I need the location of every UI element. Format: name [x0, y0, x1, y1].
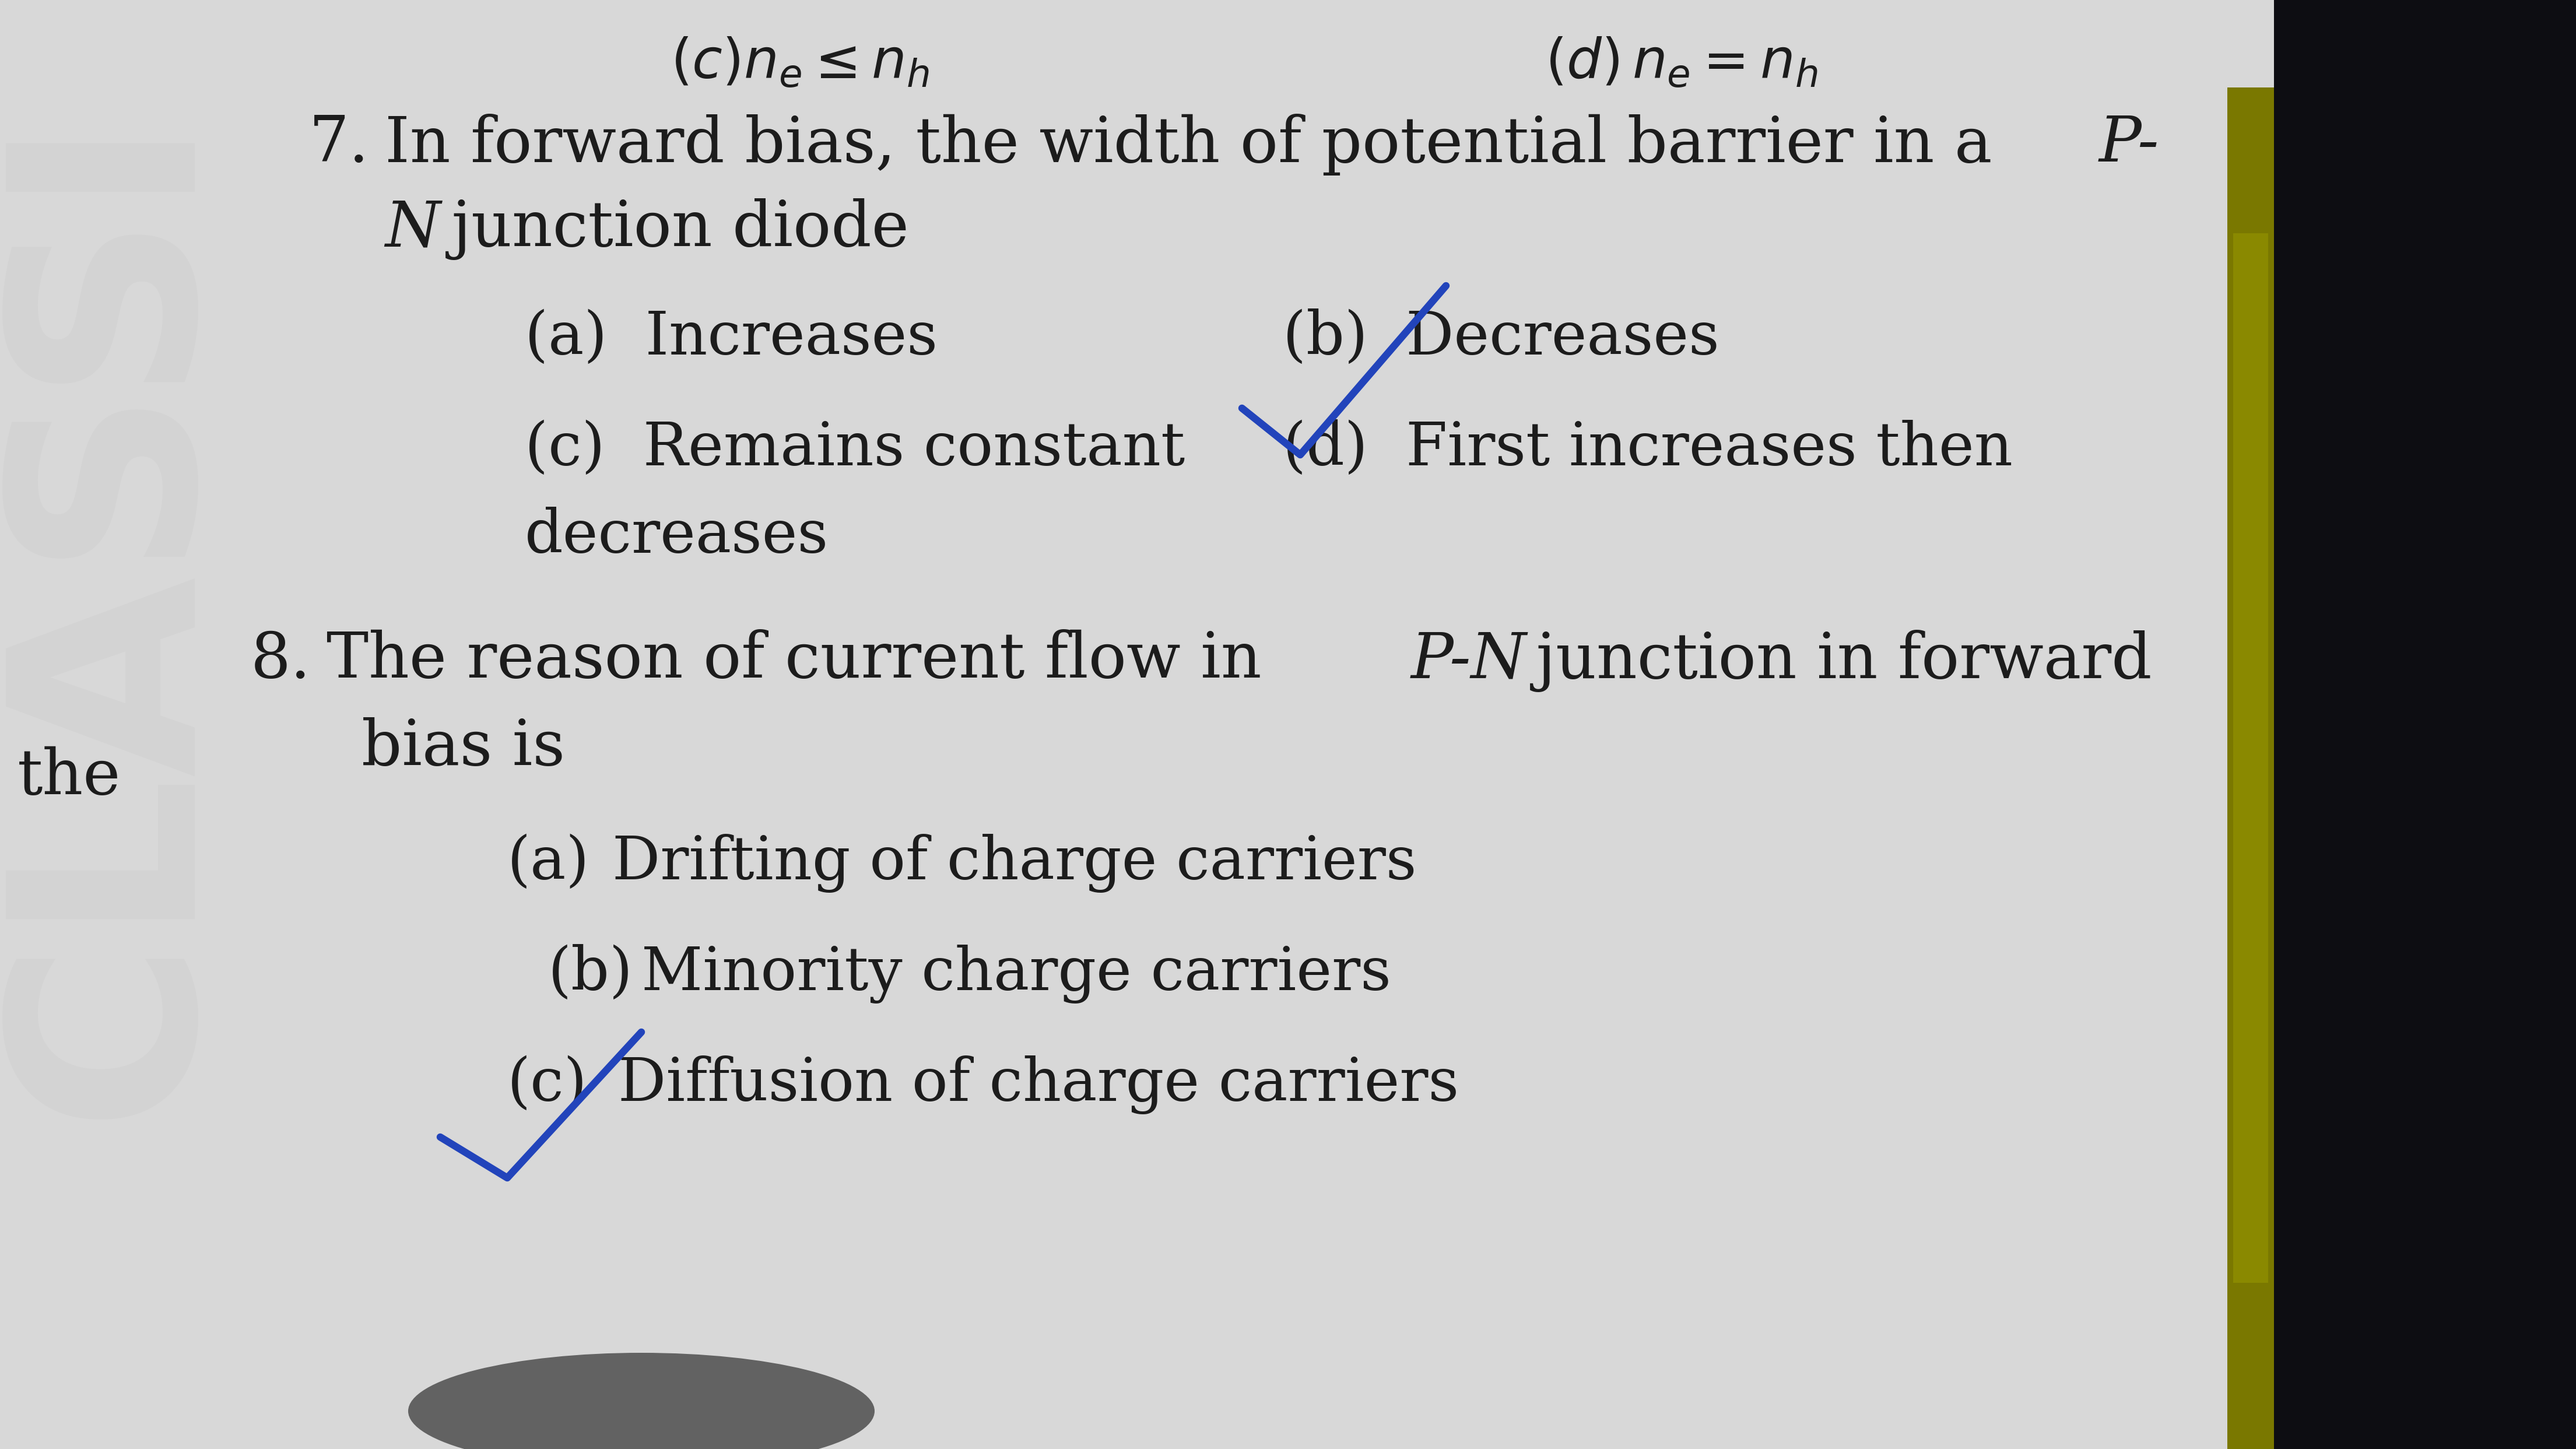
Text: (a)  Increases: (a) Increases: [526, 309, 938, 367]
Text: CLASSI: CLASSI: [0, 106, 237, 1119]
Text: Diffusion of charge carriers: Diffusion of charge carriers: [618, 1055, 1458, 1114]
Text: (b)  Decreases: (b) Decreases: [1283, 309, 1718, 367]
Text: 8.: 8.: [250, 630, 312, 691]
Text: (d)  First increases then: (d) First increases then: [1283, 420, 2012, 478]
Text: P-: P-: [2099, 113, 2159, 175]
Text: Drifting of charge carriers: Drifting of charge carriers: [613, 833, 1417, 893]
Text: (a): (a): [507, 833, 590, 891]
Text: In forward bias, the width of potential barrier in a: In forward bias, the width of potential …: [384, 113, 2012, 175]
Text: bias is: bias is: [361, 717, 564, 778]
Text: The reason of current flow in: The reason of current flow in: [327, 630, 1283, 691]
Text: N: N: [384, 199, 440, 259]
Text: $(d)\,n_e = n_h$: $(d)\,n_e = n_h$: [1546, 35, 1819, 90]
Ellipse shape: [407, 1353, 876, 1449]
Bar: [0, 0, 2303, 1449]
Text: $(c)n_e \leq n_h$: $(c)n_e \leq n_h$: [670, 35, 930, 90]
Text: (c)  Remains constant: (c) Remains constant: [526, 420, 1185, 478]
Text: (b): (b): [549, 945, 634, 1003]
Text: junction diode: junction diode: [430, 199, 909, 259]
Bar: [2228, 87, 2303, 1449]
Text: decreases: decreases: [526, 507, 829, 565]
Text: the: the: [18, 746, 121, 807]
Bar: [2233, 233, 2267, 1282]
Text: 7.: 7.: [309, 113, 368, 175]
Text: (c): (c): [507, 1055, 587, 1113]
Bar: [2275, 0, 2576, 1449]
Text: Minority charge carriers: Minority charge carriers: [641, 945, 1391, 1004]
Text: P-N: P-N: [1412, 630, 1528, 691]
Text: junction in forward: junction in forward: [1517, 630, 2151, 693]
